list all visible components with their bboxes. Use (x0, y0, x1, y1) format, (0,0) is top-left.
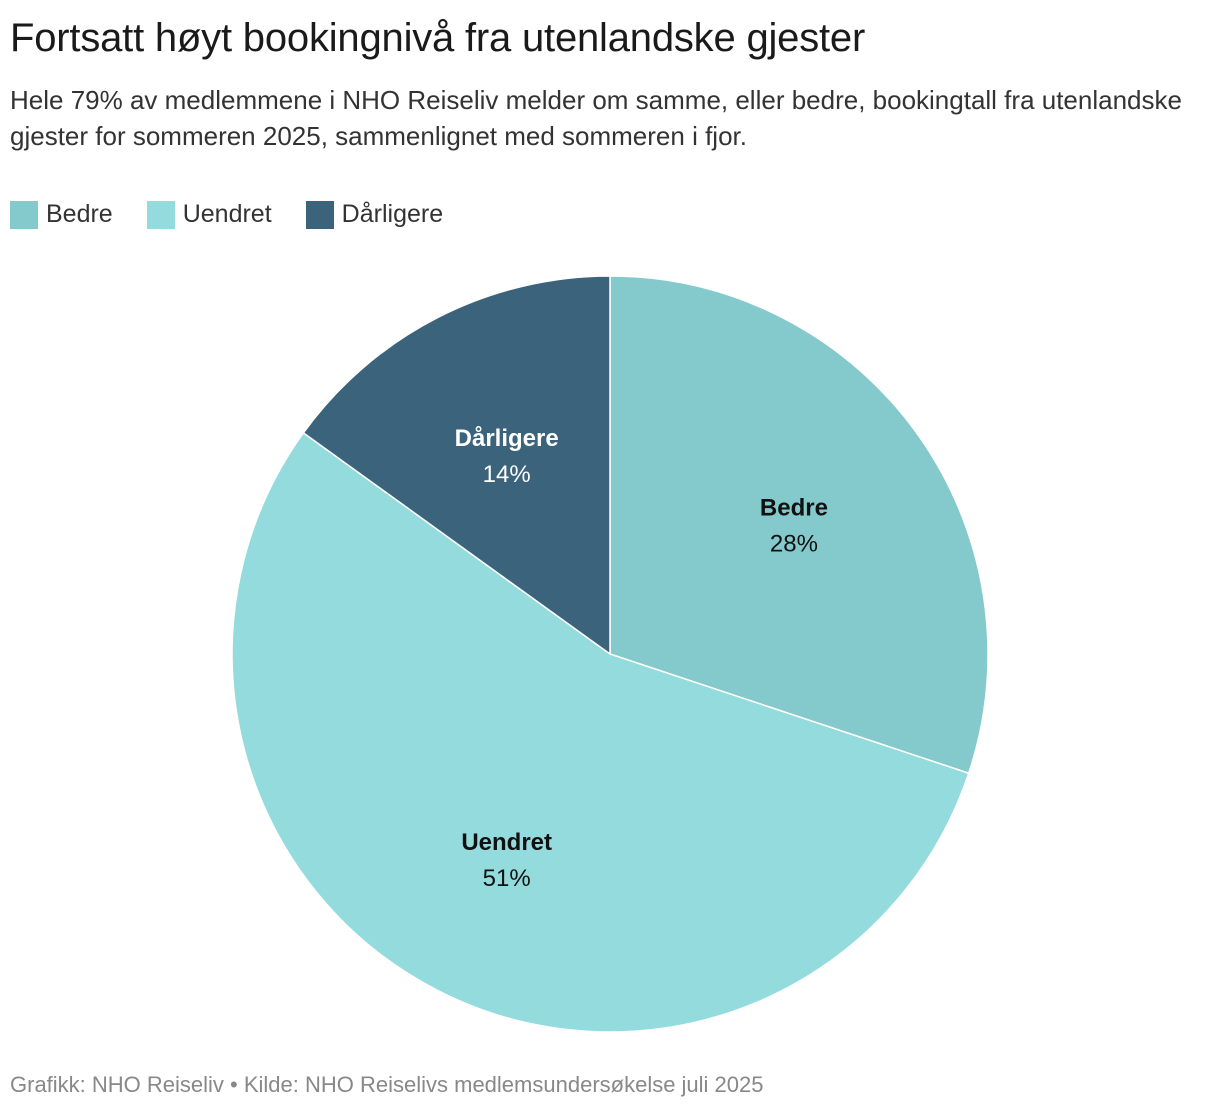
slice-label-bedre: Bedre (760, 494, 828, 521)
pie-slice-bedre (609, 275, 989, 775)
slice-value-uendret: 51% (483, 865, 531, 892)
pie-slice-darligere (302, 275, 611, 656)
legend-item-uendret: Uendret (146, 200, 272, 229)
source-note: Grafikk: NHO Reiseliv • Kilde: NHO Reise… (10, 1072, 764, 1097)
chart-subtitle: Hele 79% av medlemmene i NHO Reiseliv me… (10, 85, 1182, 151)
slice-value-bedre: 28% (770, 530, 818, 557)
legend-label-darligere: Dårligere (341, 200, 444, 228)
legend-swatch-uendret (146, 200, 175, 229)
legend-swatch-darligere (305, 200, 334, 229)
legend-label-bedre: Bedre (46, 200, 113, 228)
legend-swatch-bedre (10, 200, 38, 229)
chart-title: Fortsatt høyt bookingnivå fra utenlandsk… (10, 16, 866, 60)
legend-item-bedre: Bedre (10, 200, 113, 229)
slice-value-darligere: 14% (483, 461, 531, 488)
pie-slice-uendret (231, 431, 970, 1033)
slice-label-darligere: Dårligere (455, 425, 559, 452)
slice-label-uendret: Uendret (461, 829, 552, 856)
legend-label-uendret: Uendret (182, 200, 272, 228)
legend-item-darligere: Dårligere (305, 200, 444, 229)
chart-legend: Bedre Uendret Dårligere (10, 200, 477, 229)
